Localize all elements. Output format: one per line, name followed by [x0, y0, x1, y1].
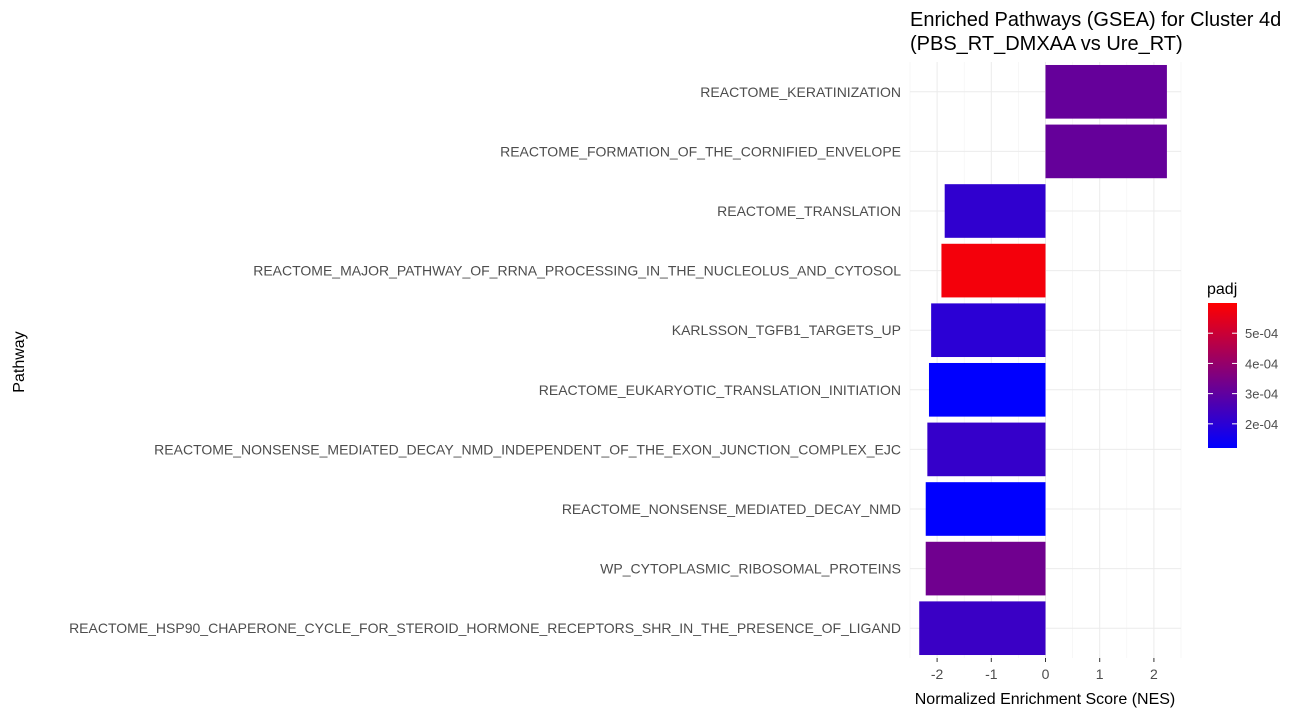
bar: [919, 601, 1046, 656]
y-axis-title: Pathway: [11, 331, 28, 392]
legend-tick-label: 5e-04: [1245, 326, 1278, 341]
x-axis-tick-labels: -2 -1 0 1 2: [931, 658, 1158, 682]
x-axis-title: Normalized Enrichment Score (NES): [915, 691, 1176, 708]
bar: [931, 303, 1046, 358]
y-axis-tick-labels: REACTOME_KERATINIZATION REACTOME_FORMATIO…: [69, 84, 901, 636]
bar: [925, 541, 1046, 596]
bar: [927, 422, 1046, 477]
bar: [941, 243, 1046, 298]
legend-tick-label: 2e-04: [1245, 417, 1278, 432]
legend-tick-label: 3e-04: [1245, 387, 1278, 402]
bar: [1045, 64, 1167, 119]
y-tick-label: REACTOME_KERATINIZATION: [700, 84, 901, 100]
bar: [944, 184, 1046, 238]
legend-colorbar: [1208, 303, 1237, 448]
padj-legend: padj 2e-04 3e-04 4e-04 5e-04: [1207, 281, 1278, 448]
chart-title-line-1: Enriched Pathways (GSEA) for Cluster 4d: [910, 9, 1281, 31]
y-tick-label: REACTOME_HSP90_CHAPERONE_CYCLE_FOR_STERO…: [69, 620, 901, 636]
bar: [1045, 124, 1167, 179]
y-tick-label: REACTOME_NONSENSE_MEDIATED_DECAY_NMD: [562, 501, 901, 517]
x-tick-label: 0: [1042, 666, 1050, 682]
y-tick-label: REACTOME_NONSENSE_MEDIATED_DECAY_NMD_IND…: [154, 441, 901, 457]
legend-title: padj: [1207, 281, 1237, 298]
bar: [928, 362, 1046, 417]
x-tick-label: 1: [1096, 666, 1104, 682]
chart-title-line-2: (PBS_RT_DMXAA vs Ure_RT): [910, 33, 1183, 55]
bar: [925, 482, 1046, 536]
y-tick-label: REACTOME_TRANSLATION: [717, 203, 901, 219]
legend-tick-label: 4e-04: [1245, 356, 1278, 371]
bars: [919, 64, 1167, 656]
legend-ticks: 2e-04 3e-04 4e-04 5e-04: [1208, 326, 1278, 432]
chart-title: Enriched Pathways (GSEA) for Cluster 4d …: [910, 9, 1281, 55]
y-tick-label: REACTOME_EUKARYOTIC_TRANSLATION_INITIATI…: [539, 382, 901, 398]
y-tick-label: WP_CYTOPLASMIC_RIBOSOMAL_PROTEINS: [600, 561, 901, 577]
y-tick-label: REACTOME_FORMATION_OF_THE_CORNIFIED_ENVE…: [500, 143, 901, 159]
y-tick-label: REACTOME_MAJOR_PATHWAY_OF_RRNA_PROCESSIN…: [253, 263, 901, 279]
x-tick-label: -1: [985, 666, 998, 682]
x-tick-label: -2: [931, 666, 944, 682]
x-tick-label: 2: [1150, 666, 1158, 682]
y-tick-label: KARLSSON_TGFB1_TARGETS_UP: [672, 322, 901, 338]
